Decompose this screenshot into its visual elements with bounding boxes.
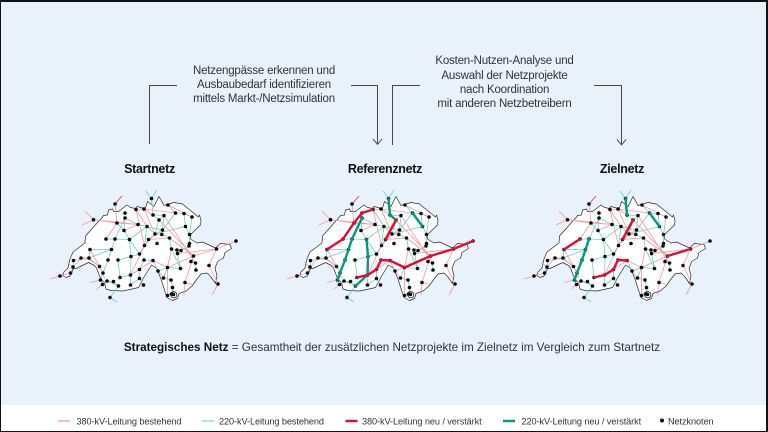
svg-text:220-kV-Leitung bestehend: 220-kV-Leitung bestehend <box>219 416 324 426</box>
svg-text:380-kV-Leitung bestehend: 380-kV-Leitung bestehend <box>77 416 182 426</box>
svg-text:Netzknoten: Netzknoten <box>668 416 713 426</box>
svg-text:380-kV-Leitung neu / verstärkt: 380-kV-Leitung neu / verstärkt <box>362 416 482 426</box>
svg-text:220-kV-Leitung neu / verstärkt: 220-kV-Leitung neu / verstärkt <box>522 416 642 426</box>
